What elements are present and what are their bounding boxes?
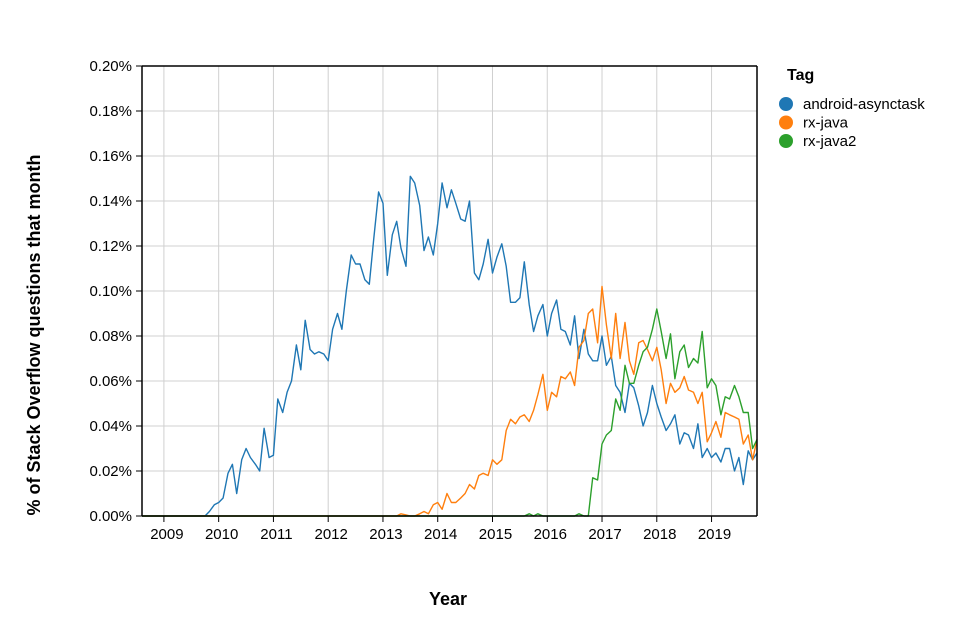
x-tick-label: 2011 <box>260 526 292 543</box>
y-tick-label: 0.18% <box>89 103 132 120</box>
y-axis-title: % of Stack Overflow questions that month <box>24 154 44 515</box>
y-tick-label: 0.00% <box>89 508 132 525</box>
legend-swatch-rx-java <box>779 115 793 130</box>
legend-swatch-android-asynctask <box>779 97 793 111</box>
grid <box>142 65 757 517</box>
legend-title: Tag <box>787 67 814 84</box>
x-tick-label: 2017 <box>588 526 621 543</box>
axes: 0.00% 0.02% 0.04% 0.06% 0.08% 0.10% 0.12% 0.14%… <box>89 58 758 543</box>
x-axis-title: Year <box>429 589 467 609</box>
legend-label-rx-java: rx-java <box>803 115 849 132</box>
series-line-android-asynctask <box>142 175 758 517</box>
legend-label-rx-java2: rx-java2 <box>803 133 856 150</box>
x-tick-label: 2015 <box>479 526 512 543</box>
legend-label-android-asynctask: android-asynctask <box>803 96 925 113</box>
series-lines <box>142 175 758 517</box>
y-tick-label: 0.14% <box>89 193 132 210</box>
x-tick-label: 2012 <box>315 526 348 543</box>
x-tick-label: 2019 <box>698 526 731 543</box>
y-tick-label: 0.08% <box>89 328 132 345</box>
x-tick-label: 2018 <box>643 526 676 543</box>
x-tick-label: 2013 <box>369 526 402 543</box>
y-tick-label: 0.16% <box>89 148 132 165</box>
series-line-rx-java <box>142 285 758 517</box>
x-tick-label: 2010 <box>205 526 238 543</box>
y-tick-label: 0.12% <box>89 238 132 255</box>
legend-swatch-rx-java2 <box>779 134 793 148</box>
x-tick-label: 2014 <box>424 526 457 543</box>
y-tick-label: 0.06% <box>89 373 132 390</box>
y-tick-label: 0.04% <box>89 418 132 435</box>
y-tick-label: 0.02% <box>89 463 132 480</box>
series-line-rx-java2 <box>142 308 758 517</box>
x-tick-label: 2009 <box>150 526 183 543</box>
x-tick-label: 2016 <box>534 526 567 543</box>
y-tick-label: 0.20% <box>89 58 132 75</box>
y-tick-label: 0.10% <box>89 283 132 300</box>
